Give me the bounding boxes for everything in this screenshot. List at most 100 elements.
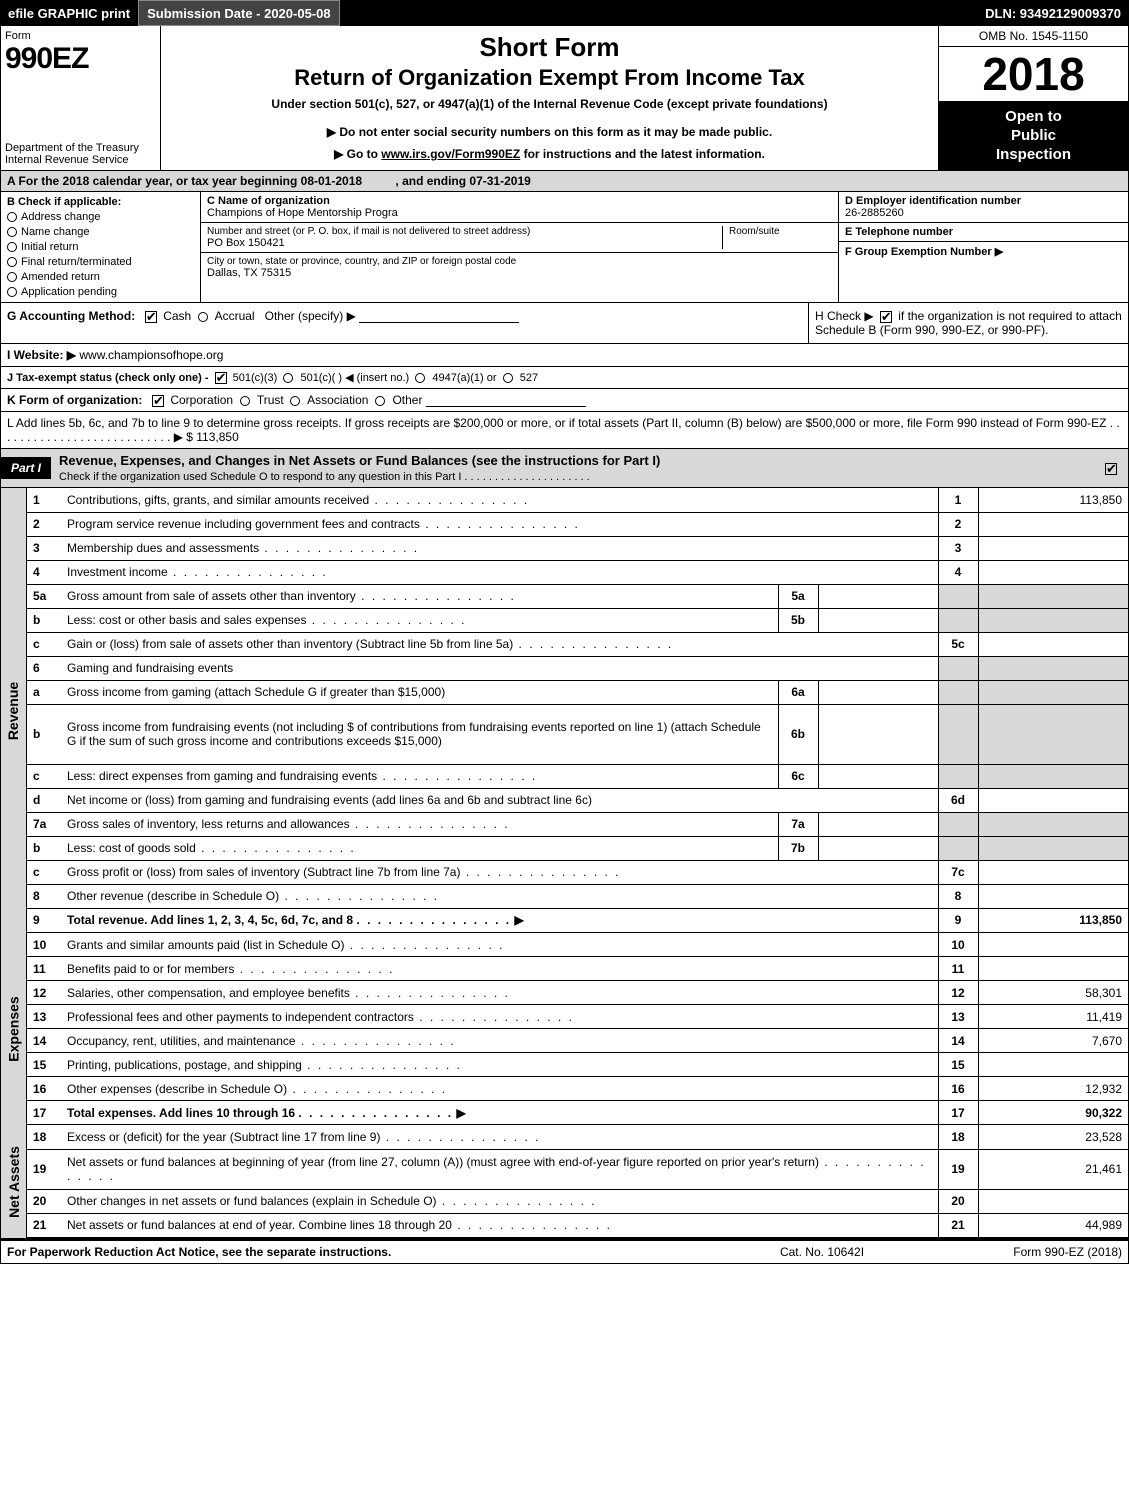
revenue-block: Revenue 1Contributions, gifts, grants, a… [0,488,1129,933]
line-14: 14Occupancy, rent, utilities, and mainte… [27,1029,1128,1053]
tax-year: 2018 [939,47,1128,102]
j-opt1: 501(c)(3) [233,372,278,384]
room-cell: Room/suite [722,226,832,249]
line-7b: bLess: cost of goods sold7b [27,836,1128,860]
goto-pre: ▶ Go to [334,147,381,161]
efile-label: efile GRAPHIC print [0,0,138,26]
row-k: K Form of organization: Corporation Trus… [0,389,1129,412]
j-label: J Tax-exempt status (check only one) - [7,372,212,384]
g-label: G Accounting Method: [7,309,135,323]
k-label: K Form of organization: [7,393,142,407]
goto-link[interactable]: www.irs.gov/Form990EZ [381,147,520,161]
opt-amended-return[interactable]: Amended return [7,271,194,283]
part1-checkbox-wrap [1102,461,1128,475]
box-def: D Employer identification number 26-2885… [838,192,1128,302]
opt-final-return[interactable]: Final return/terminated [7,256,194,268]
omb-number: OMB No. 1545-1150 [939,26,1128,47]
line-5a: 5aGross amount from sale of assets other… [27,584,1128,608]
form-word: Form [5,30,156,42]
org-name-label: C Name of organization [207,195,832,207]
circle-icon[interactable] [503,373,513,383]
line-6c: cLess: direct expenses from gaming and f… [27,764,1128,788]
l-text: L Add lines 5b, 6c, and 7b to line 9 to … [7,416,1120,444]
circle-icon [7,227,17,237]
line-9: 9Total revenue. Add lines 1, 2, 3, 4, 5c… [27,908,1128,932]
circle-icon[interactable] [283,373,293,383]
checkbox-corporation[interactable] [152,395,164,407]
line-13: 13Professional fees and other payments t… [27,1005,1128,1029]
line-6a: aGross income from gaming (attach Schedu… [27,680,1128,704]
city-value: Dallas, TX 75315 [207,267,832,279]
website-value: www.championsofhope.org [79,348,223,362]
group-exemption-cell: F Group Exemption Number ▶ [839,242,1128,302]
circle-icon[interactable] [375,396,385,406]
line-19: 19Net assets or fund balances at beginni… [27,1149,1128,1189]
go-to-line: ▶ Go to www.irs.gov/Form990EZ for instru… [167,147,932,161]
i-label: I Website: ▶ [7,348,76,362]
open3: Inspection [943,146,1124,165]
box-g: G Accounting Method: Cash Accrual Other … [1,303,808,343]
open2: Public [943,127,1124,146]
tax-period-row: A For the 2018 calendar year, or tax yea… [0,171,1129,192]
netassets-block: Net Assets 18Excess or (deficit) for the… [0,1125,1129,1239]
line-8: 8Other revenue (describe in Schedule O)8 [27,884,1128,908]
under-section: Under section 501(c), 527, or 4947(a)(1)… [167,97,932,111]
header-left: Form 990EZ Department of the Treasury In… [1,26,161,170]
header-right: OMB No. 1545-1150 2018 Open to Public In… [938,26,1128,170]
k-o1: Corporation [170,393,233,407]
j-opt3: 4947(a)(1) or [432,372,496,384]
part1-tag: Part I [1,457,51,479]
line-21: 21Net assets or fund balances at end of … [27,1213,1128,1237]
row-j: J Tax-exempt status (check only one) - 5… [0,367,1129,389]
g-accrual: Accrual [215,309,255,323]
circle-icon [7,272,17,282]
telephone-label: E Telephone number [845,226,1122,238]
netassets-sidelabel: Net Assets [1,1125,27,1238]
period-a: A For the 2018 calendar year, or tax yea… [7,174,362,188]
checkbox-h[interactable] [880,311,892,323]
do-not-enter: ▶ Do not enter social security numbers o… [167,125,932,139]
box-b: B Check if applicable: Address change Na… [1,192,201,302]
part1-title: Revenue, Expenses, and Changes in Net As… [51,449,1102,487]
topbar-spacer [340,0,978,26]
row-i: I Website: ▶ www.championsofhope.org [0,344,1129,367]
opt-application-pending[interactable]: Application pending [7,286,194,298]
opt-address-change[interactable]: Address change [7,211,194,223]
city-row: City or town, state or province, country… [201,253,838,283]
line-17: 17Total expenses. Add lines 10 through 1… [27,1101,1128,1125]
open1: Open to [943,108,1124,127]
circle-icon [7,242,17,252]
circle-icon[interactable] [240,396,250,406]
line-1: 1Contributions, gifts, grants, and simil… [27,488,1128,512]
opt-name-change[interactable]: Name change [7,226,194,238]
h-text1: H Check ▶ [815,309,874,323]
org-name-row: C Name of organization Champions of Hope… [201,192,838,223]
checkbox-cash[interactable] [145,311,157,323]
g-cash: Cash [163,309,191,323]
footer-mid: Cat. No. 10642I [722,1245,922,1259]
footer-right: Form 990-EZ (2018) [922,1245,1122,1259]
revenue-table: 1Contributions, gifts, grants, and simil… [27,488,1128,933]
open-to-public: Open to Public Inspection [939,102,1128,170]
circle-icon [7,257,17,267]
circle-icon[interactable] [415,373,425,383]
checkbox-501c3[interactable] [215,372,227,384]
circle-icon[interactable] [198,312,208,322]
line-20: 20Other changes in net assets or fund ba… [27,1189,1128,1213]
opt-initial-return[interactable]: Initial return [7,241,194,253]
line-2: 2Program service revenue including gover… [27,512,1128,536]
box-h: H Check ▶ if the organization is not req… [808,303,1128,343]
circle-icon[interactable] [290,396,300,406]
line-15: 15Printing, publications, postage, and s… [27,1053,1128,1077]
street-value: PO Box 150421 [207,237,722,249]
line-7c: cGross profit or (loss) from sales of in… [27,860,1128,884]
city-label: City or town, state or province, country… [207,256,832,267]
expenses-sidelabel: Expenses [1,933,27,1126]
expenses-block: Expenses 10Grants and similar amounts pa… [0,933,1129,1126]
g-other-line [359,322,519,323]
top-bar: efile GRAPHIC print Submission Date - 20… [0,0,1129,26]
checkbox-part1-schedule-o[interactable] [1105,463,1117,475]
circle-icon [7,287,17,297]
k-other-line [426,406,586,407]
line-7a: 7aGross sales of inventory, less returns… [27,812,1128,836]
